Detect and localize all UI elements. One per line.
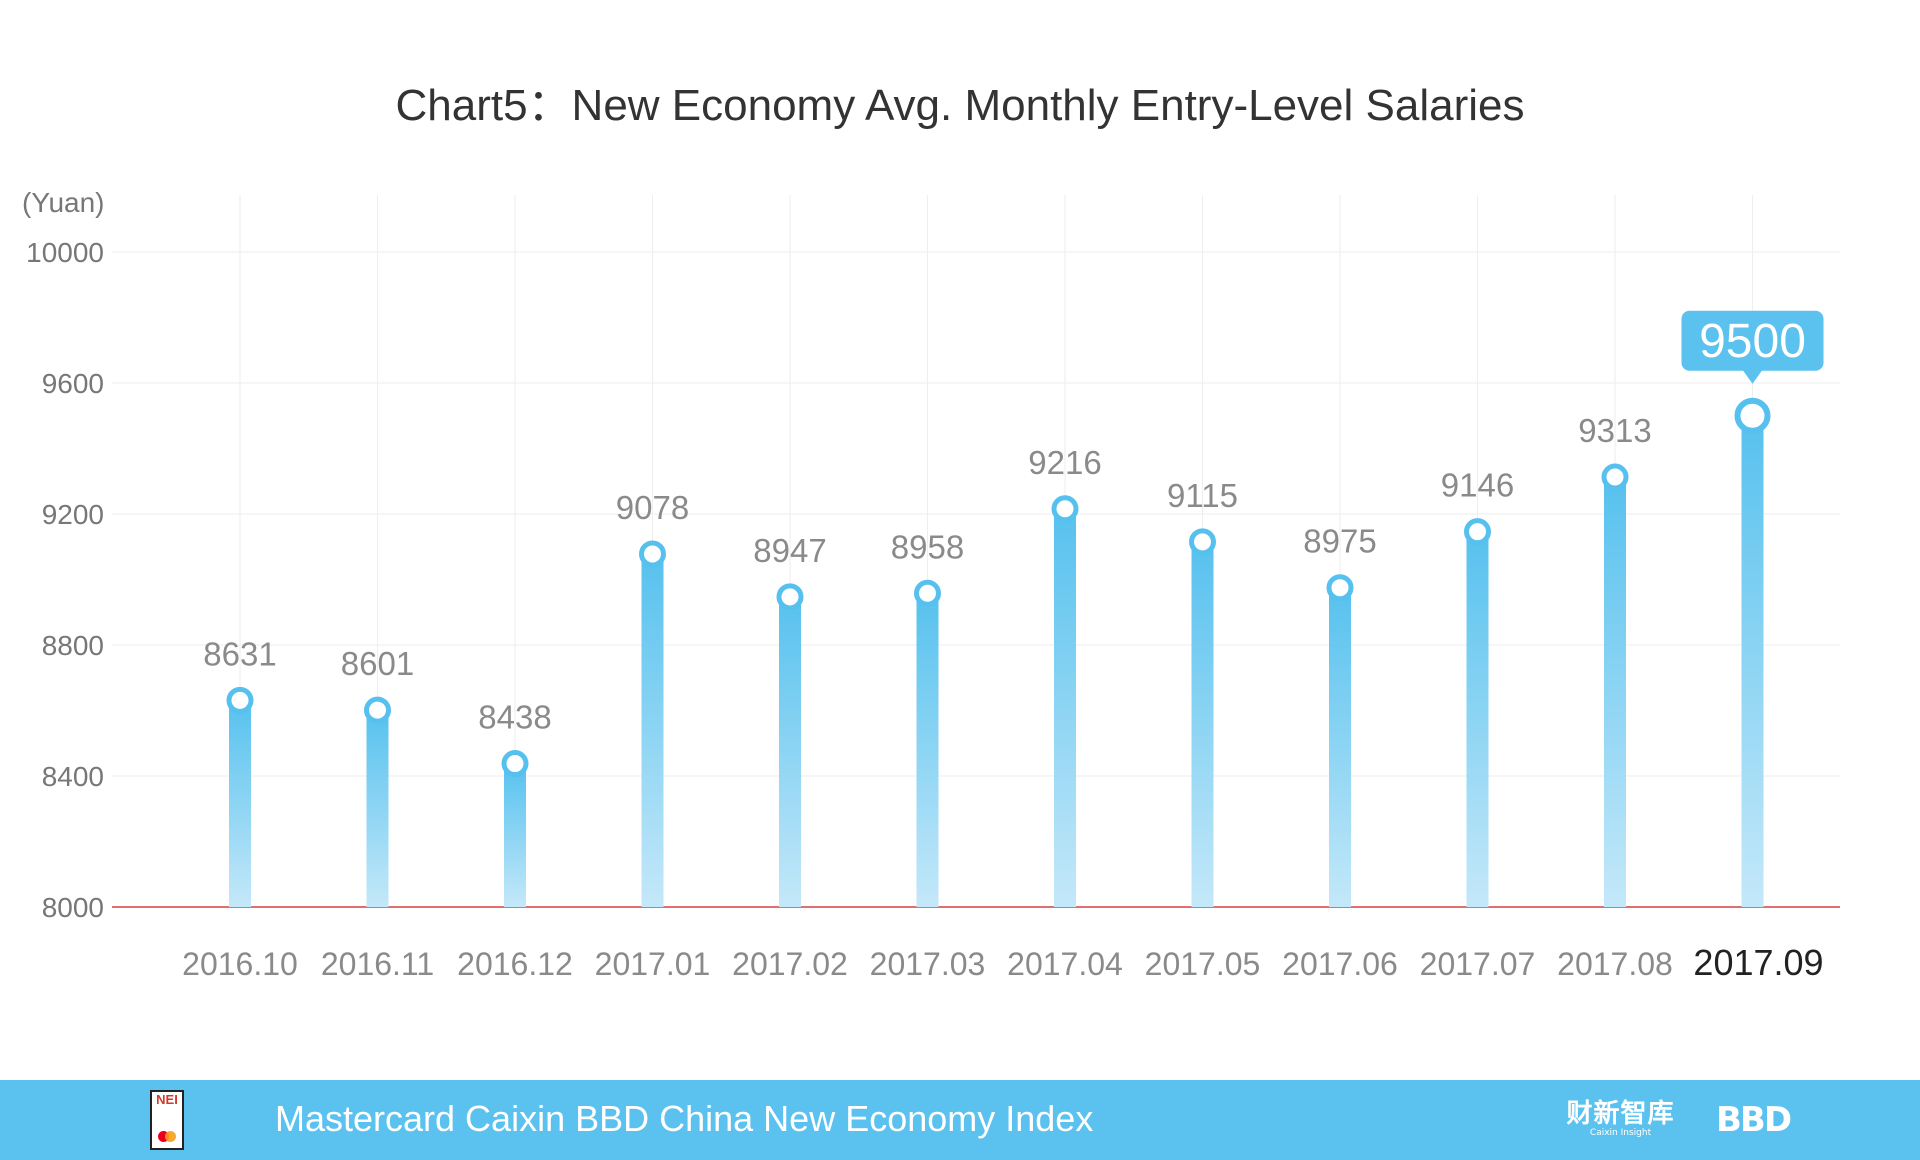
x-tick-label: 2016.11 <box>321 946 434 982</box>
bar-marker <box>1734 397 1771 434</box>
x-tick-label: 2017.04 <box>1007 946 1123 982</box>
x-tick-label: 2017.01 <box>595 946 711 982</box>
y-tick-label: 8800 <box>42 630 104 661</box>
data-label: 8631 <box>203 635 276 672</box>
bar-marker <box>1464 518 1491 546</box>
bar <box>916 593 939 907</box>
x-tick-label: 2017.08 <box>1557 946 1673 982</box>
footer-title: Mastercard Caixin BBD China New Economy … <box>275 1098 1094 1139</box>
callout-value: 9500 <box>1699 315 1806 368</box>
x-tick-label: 2017.02 <box>732 946 848 982</box>
bars <box>226 397 1771 907</box>
bar-marker <box>1051 495 1079 523</box>
bar <box>1604 476 1626 907</box>
chart: Chart5：New Economy Avg. Monthly Entry-Le… <box>22 81 1840 983</box>
x-ticks: 2016.10 2016.11 2016.12 2017.01 2017.02 2017.… <box>182 942 1823 983</box>
bar-marker <box>1189 528 1216 556</box>
bar <box>366 710 389 907</box>
nei-logo-text: NEI <box>156 1092 178 1107</box>
bar-marker <box>1326 574 1354 602</box>
bar <box>1329 587 1351 907</box>
y-ticks: 8000 8400 8800 9200 9600 10000 <box>26 237 104 923</box>
bar <box>641 553 664 907</box>
bar <box>779 596 801 907</box>
caixin-logo-cn: 财新智库 <box>1566 1099 1675 1129</box>
x-tick-label: 2017.07 <box>1420 946 1536 982</box>
data-label: 8975 <box>1303 523 1376 560</box>
bar-marker <box>501 750 529 778</box>
y-tick-label: 8000 <box>42 892 104 923</box>
bar-marker <box>914 579 941 607</box>
y-tick-label: 8400 <box>42 761 104 792</box>
callout-pointer <box>1742 369 1763 384</box>
y-tick-label: 9200 <box>42 499 104 530</box>
highlight-callout: 9500 <box>1681 310 1824 384</box>
data-label: 9146 <box>1441 467 1514 504</box>
bar-marker <box>1601 463 1629 491</box>
data-label: 9313 <box>1578 412 1651 449</box>
y-tick-label: 10000 <box>26 237 104 268</box>
x-tick-label: 2017.05 <box>1145 946 1261 982</box>
bar <box>1741 415 1764 907</box>
callout-box <box>1681 310 1824 371</box>
footer-bar: NEI Mastercard Caixin BBD China New Econ… <box>0 1080 1920 1160</box>
bar-marker <box>364 696 391 724</box>
x-tick-label: 2017.03 <box>870 946 986 982</box>
bar <box>1466 531 1489 907</box>
data-label: 9216 <box>1028 444 1101 481</box>
x-tick-label: 2017.06 <box>1282 946 1398 982</box>
mastercard-icon <box>158 1131 176 1142</box>
data-label: 8947 <box>753 532 826 569</box>
bar <box>229 700 251 907</box>
data-label: 8601 <box>341 645 414 682</box>
bar-marker <box>639 540 666 568</box>
data-labels: 8631 8601 8438 9078 8947 8958 9216 9115 8975 9146… <box>203 412 1651 736</box>
bar-marker <box>226 686 254 714</box>
x-tick-label: 2016.10 <box>182 946 298 982</box>
nei-logo: NEI <box>150 1090 184 1150</box>
caixin-insight-logo: 财新智库 Caixin Insight <box>1563 1100 1678 1140</box>
bar <box>1054 508 1076 907</box>
y-tick-label: 9600 <box>42 368 104 399</box>
bar <box>1191 541 1214 907</box>
x-tick-label: 2016.12 <box>457 946 573 982</box>
bar-marker <box>776 583 804 611</box>
data-label: 8958 <box>891 528 964 565</box>
x-tick-label: 2017.09 <box>1693 942 1823 983</box>
bar <box>504 763 526 907</box>
data-label: 9078 <box>616 489 689 526</box>
data-label: 8438 <box>478 699 551 736</box>
chart-title: Chart5：New Economy Avg. Monthly Entry-Le… <box>395 81 1524 130</box>
bbd-logo: BBD <box>1716 1100 1792 1140</box>
caixin-logo-en: Caixin Insight <box>1589 1128 1652 1138</box>
data-label: 9115 <box>1167 477 1238 514</box>
y-axis-unit: (Yuan) <box>22 187 105 218</box>
